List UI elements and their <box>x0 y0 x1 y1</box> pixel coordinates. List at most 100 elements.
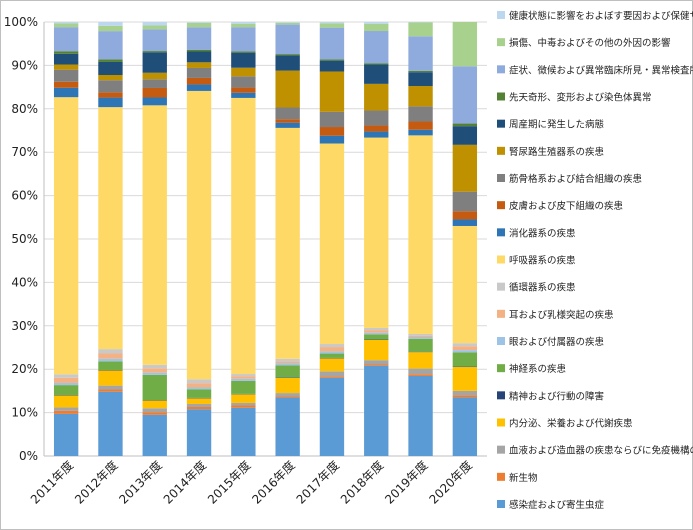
legend-swatch <box>497 500 505 508</box>
x-category-label: 2014年度 <box>160 458 209 507</box>
bar-segment <box>186 407 212 410</box>
bar-segment <box>186 379 212 384</box>
bar-segment <box>364 360 389 365</box>
legend-swatch <box>497 337 505 345</box>
bar-segment <box>186 84 212 91</box>
bar-segment <box>364 110 389 126</box>
legend-swatch <box>497 119 505 128</box>
bar-segment <box>186 22 212 23</box>
bar-segment <box>142 364 167 369</box>
bar-segment <box>275 22 300 25</box>
bar-segment <box>319 143 345 345</box>
legend-swatch <box>497 472 505 481</box>
bar-stack <box>142 22 167 456</box>
bar-segment <box>186 403 212 408</box>
bar-segment <box>186 383 212 388</box>
bar-stack <box>319 22 345 456</box>
legend-label: 循環器系の疾患 <box>509 282 576 294</box>
bar-segment <box>319 344 345 348</box>
bar-segment <box>142 72 167 80</box>
bar-segment <box>98 385 123 390</box>
bar-segment <box>142 105 167 365</box>
bar-segment <box>319 347 345 352</box>
legend-label: 神経系の疾患 <box>509 363 566 375</box>
bar-segment <box>408 121 433 130</box>
legend-label: 耳および乳様突起の疾患 <box>509 309 614 321</box>
bar-segment <box>231 51 256 53</box>
bar-segment <box>53 53 79 65</box>
bar-segment <box>408 72 433 87</box>
bar-segment <box>231 97 256 375</box>
bar-segment <box>275 55 300 71</box>
bar-segment <box>364 63 389 65</box>
bar-segment <box>142 97 167 106</box>
bar-segment <box>319 23 345 28</box>
bar-stack <box>98 22 123 456</box>
bar-segment <box>452 22 478 67</box>
bar-segment <box>275 361 300 364</box>
bar-segment <box>231 374 256 377</box>
bar-segment <box>319 60 345 72</box>
bar-segment <box>142 400 167 409</box>
bar-segment <box>142 29 167 52</box>
legend-swatch <box>497 309 505 318</box>
legend-label: 精神および行動の障害 <box>509 390 604 402</box>
bar-segment <box>364 22 389 24</box>
legend-swatch <box>497 92 505 101</box>
bar-segment <box>408 129 433 136</box>
x-category-label: 2018年度 <box>337 458 386 507</box>
bar-segment <box>408 22 433 37</box>
bar-segment <box>142 52 167 73</box>
bar-segment <box>364 64 389 84</box>
bar-segment <box>53 377 79 383</box>
bar-segment <box>319 371 345 377</box>
bar-segment <box>98 107 123 350</box>
bar-stack <box>186 22 212 456</box>
bar-segment <box>231 405 256 408</box>
bar-stack <box>275 22 300 456</box>
bar-segment <box>231 376 256 379</box>
bar-segment <box>53 87 79 98</box>
legend-label: 感染症および寄生虫症 <box>509 499 605 511</box>
bar-segment <box>319 135 345 144</box>
bar-segment <box>275 70 300 108</box>
bar-segment <box>231 87 256 93</box>
legend-label: 皮膚および皮下組織の疾患 <box>509 200 623 212</box>
x-category-label: 2016年度 <box>249 458 298 507</box>
bar-segment <box>53 51 79 54</box>
y-tick-label: 0% <box>19 449 38 463</box>
y-tick-label: 80% <box>11 102 38 116</box>
bar-segment <box>364 83 389 111</box>
legend-label: 腎尿路生殖器系の疾患 <box>509 146 604 158</box>
bar-segment <box>408 338 433 352</box>
x-category-label: 2015年度 <box>204 458 253 507</box>
bar-segment <box>186 387 212 390</box>
bar-segment <box>408 106 433 122</box>
bar-segment <box>231 52 256 68</box>
bar-segment <box>98 61 123 76</box>
bar-segment <box>408 374 433 376</box>
bar-segment <box>53 382 79 386</box>
legend-label: 健康状態に影響をおよぼす要因および保健サービスの利用 <box>509 10 693 22</box>
legend-label: 血液および造血器の疾患ならびに免疫機構の障害 <box>509 445 693 457</box>
bar-segment <box>364 365 389 456</box>
bar-segment <box>408 352 433 369</box>
bar-segment <box>275 377 300 394</box>
bar-segment <box>142 79 167 88</box>
legend-label: 先天奇形、変形および染色体異常 <box>509 92 652 104</box>
bar-stack <box>452 22 478 456</box>
bar-segment <box>231 402 256 406</box>
legend-swatch <box>497 364 505 373</box>
bar-segment <box>275 24 300 55</box>
legend-swatch <box>497 146 505 155</box>
bar-segment <box>231 67 256 77</box>
bar-segment <box>408 375 433 456</box>
bar-stack <box>53 22 79 456</box>
bar-segment <box>98 391 123 456</box>
bar-segment <box>275 127 300 359</box>
bar-segment <box>364 31 389 64</box>
bar-segment <box>452 126 478 145</box>
bar-segment <box>142 25 167 30</box>
bar-segment <box>142 408 167 413</box>
bar-segment <box>186 389 212 398</box>
